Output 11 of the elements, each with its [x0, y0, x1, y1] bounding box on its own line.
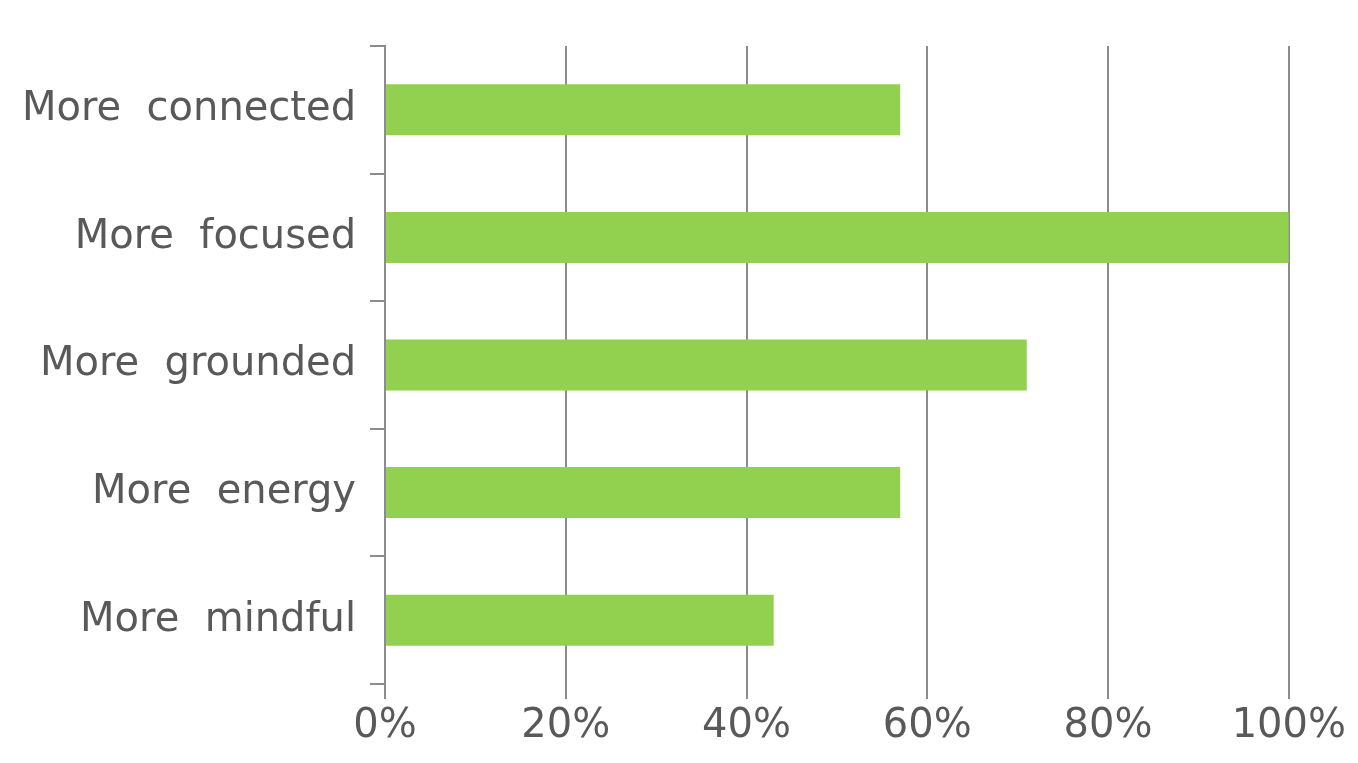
y-tick-label: More mindful [80, 593, 357, 640]
y-tick-label: More grounded [39, 338, 357, 385]
x-tick-label: 60% [882, 700, 972, 747]
y-tick-label: More focused [74, 210, 357, 257]
x-tick-label: 100% [1231, 700, 1346, 747]
x-tick-label: 0% [353, 700, 417, 747]
y-tick-label: More energy [92, 465, 357, 512]
x-tick-label: 20% [521, 700, 611, 747]
x-tick-label: 40% [702, 700, 792, 747]
x-tick-label: 80% [1063, 700, 1153, 747]
y-tick-label: More connected [22, 83, 357, 130]
